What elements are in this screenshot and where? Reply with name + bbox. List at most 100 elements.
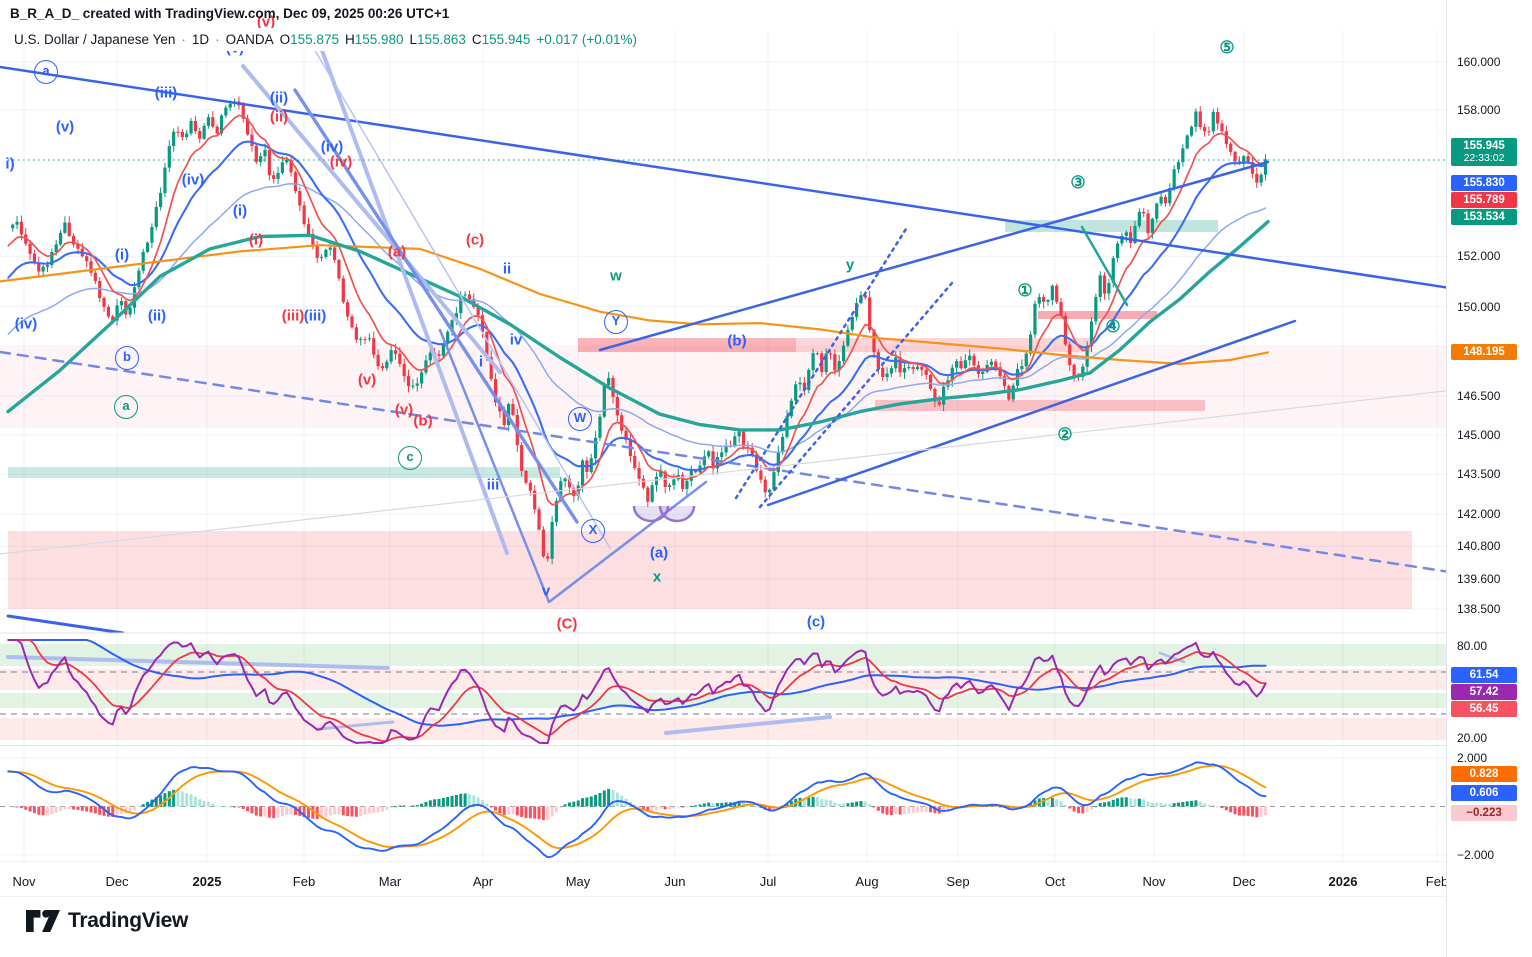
wave-label[interactable]: (v)	[55, 118, 75, 136]
wave-label[interactable]: ④	[1105, 317, 1121, 336]
trendline[interactable]	[0, 65, 1450, 289]
wave-label[interactable]: ③	[1070, 173, 1086, 192]
time-axis-label[interactable]: Dec	[105, 874, 129, 889]
highlight-zone[interactable]	[8, 467, 560, 478]
time-axis-label[interactable]: Feb	[292, 874, 316, 889]
trendline[interactable]	[6, 655, 390, 670]
trendline[interactable]	[309, 41, 611, 549]
time-axis-label[interactable]: Nov	[12, 874, 36, 889]
time-axis-label[interactable]: Jun	[664, 874, 686, 889]
trendline[interactable]	[0, 350, 1450, 573]
fast-ma-red[interactable]	[7, 114, 1267, 506]
highlight-zone[interactable]	[0, 345, 1446, 428]
time-axis-label[interactable]: Jul	[759, 874, 777, 889]
trendline[interactable]	[598, 160, 1270, 352]
wave-label[interactable]: (i)	[232, 202, 248, 220]
wave-label[interactable]: y	[845, 256, 855, 274]
time-axis[interactable]: Nov Dec 2025 Feb Mar Apr May Jun Jul Aug Sep Oct Nov…	[0, 862, 1449, 896]
wave-label[interactable]: b	[115, 346, 139, 370]
trendline[interactable]	[316, 720, 395, 731]
trendline[interactable]	[547, 480, 708, 604]
time-axis-label[interactable]: 2026	[1328, 874, 1358, 889]
wave-label[interactable]: (iv)	[14, 315, 38, 333]
wave-label[interactable]: (ii)	[269, 108, 289, 126]
wave-label[interactable]: (a)	[387, 243, 407, 261]
main-pane[interactable]	[0, 41, 1450, 633]
wave-label[interactable]: a	[34, 60, 58, 84]
highlight-zone[interactable]	[8, 531, 1412, 609]
symbol-name[interactable]: U.S. Dollar / Japanese Yen	[14, 32, 176, 47]
rsi-pane[interactable]	[0, 639, 1446, 744]
wave-label[interactable]: w	[610, 267, 622, 285]
highlight-zone[interactable]	[1038, 311, 1157, 319]
wave-label[interactable]: (iv)	[329, 153, 353, 171]
wave-label[interactable]: (v)	[394, 401, 414, 419]
wave-label[interactable]: iv	[509, 331, 523, 349]
trendline[interactable]	[6, 614, 125, 633]
wave-label[interactable]: (iv)	[320, 138, 344, 156]
time-axis-label[interactable]: Aug	[855, 874, 879, 889]
highlight-zone[interactable]	[875, 400, 1205, 411]
rsi-line[interactable]	[7, 639, 1267, 744]
trendline[interactable]	[318, 43, 509, 555]
arc-pattern[interactable]	[658, 505, 696, 523]
price-scale[interactable]: 160.000 158.000 152.000 150.000 146.500 145.0…	[1446, 0, 1532, 957]
time-axis-label[interactable]: Feb	[1425, 874, 1449, 889]
trendline[interactable]	[241, 64, 502, 374]
wave-label[interactable]: a	[114, 395, 138, 419]
candles[interactable]	[11, 96, 1268, 565]
trendline[interactable]	[438, 328, 551, 604]
highlight-zone[interactable]	[578, 338, 796, 352]
wave-label[interactable]: (iv)	[181, 171, 205, 189]
time-axis-label[interactable]: May	[565, 874, 591, 889]
trendline[interactable]	[293, 88, 579, 524]
trendline[interactable]	[734, 227, 908, 500]
time-axis-label[interactable]: 2025	[192, 874, 222, 889]
wave-label[interactable]: (ii)	[269, 89, 289, 107]
slow-ma-orange[interactable]	[0, 244, 1270, 365]
time-axis-label[interactable]: Sep	[946, 874, 970, 889]
exchange-label[interactable]: OANDA	[225, 32, 274, 47]
wave-label[interactable]: ②	[1057, 425, 1073, 444]
time-axis-label[interactable]: Nov	[1142, 874, 1166, 889]
wave-label[interactable]: x	[652, 568, 662, 586]
highlight-zone[interactable]	[0, 644, 1446, 666]
highlight-zone[interactable]	[0, 693, 1446, 708]
wave-label[interactable]: Y	[604, 310, 628, 334]
wave-label[interactable]: c	[398, 446, 422, 470]
tradingview-logo[interactable]: TradingView	[26, 908, 188, 934]
wave-label[interactable]: (i)	[114, 246, 130, 264]
wave-label[interactable]: X	[581, 519, 605, 543]
wave-label[interactable]: (iii)	[303, 307, 327, 325]
wave-label[interactable]: (v)	[357, 371, 377, 389]
wave-label[interactable]: (b)	[727, 332, 747, 350]
wave-label[interactable]: i	[478, 353, 484, 371]
highlight-zone[interactable]	[0, 669, 1446, 690]
wave-label[interactable]: (c)	[806, 613, 826, 631]
wave-label[interactable]: (b)	[413, 412, 433, 430]
highlight-zone[interactable]	[578, 338, 1092, 352]
trendline[interactable]	[766, 319, 1297, 507]
wave-label[interactable]: (a)	[649, 544, 669, 562]
macd-signal-line[interactable]	[7, 764, 1267, 850]
trendline[interactable]	[1080, 225, 1129, 307]
macd-line[interactable]	[7, 761, 1267, 859]
slow-ma-lightblue[interactable]	[7, 182, 1267, 453]
time-axis-label[interactable]: Oct	[1044, 874, 1066, 889]
rsi-ma-blue[interactable]	[7, 639, 1267, 727]
mid-ma-teal[interactable]	[6, 219, 1270, 432]
interval-label[interactable]: 1D	[191, 32, 210, 47]
wave-label[interactable]: v	[541, 582, 551, 600]
wave-label[interactable]: (i)	[248, 231, 264, 249]
symbol-legend[interactable]: U.S. Dollar / Japanese Yen · 1D · OANDA …	[14, 28, 645, 51]
wave-label[interactable]: (c)	[465, 231, 485, 249]
wave-label[interactable]: W	[568, 407, 592, 431]
time-axis-label[interactable]: Dec	[1232, 874, 1256, 889]
wave-label[interactable]: (iii)	[281, 307, 305, 325]
wave-label[interactable]: ⑤	[1219, 38, 1235, 57]
macd-pane[interactable]	[0, 761, 1446, 859]
trendline[interactable]	[664, 715, 832, 735]
time-axis-label[interactable]: Mar	[378, 874, 402, 889]
wave-label[interactable]: ①	[1017, 281, 1033, 300]
